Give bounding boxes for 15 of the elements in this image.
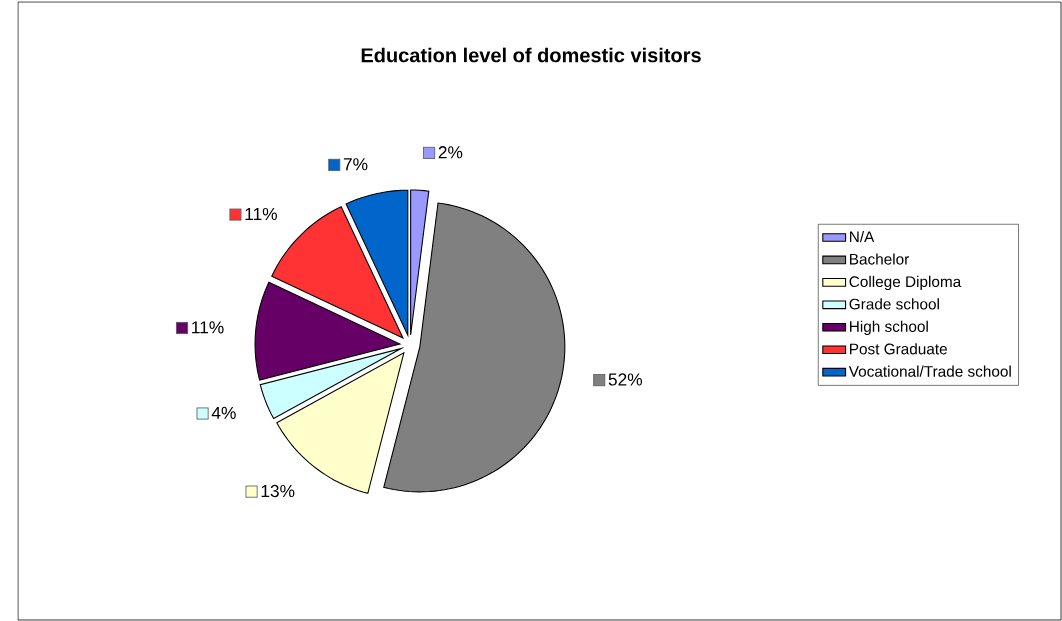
legend-label: College Diploma <box>849 275 962 291</box>
legend-label: Grade school <box>849 298 939 310</box>
data-label: 11% <box>245 207 277 221</box>
data-label: 4% <box>211 406 236 419</box>
legend-label: High school <box>850 320 928 335</box>
legend-label: Vocational/Trade school <box>848 365 1011 377</box>
chart-title: Education level of domestic visitors <box>361 47 701 63</box>
data-label: 13% <box>261 484 295 498</box>
legend-label: Post Graduate <box>850 343 947 355</box>
data-label: 11% <box>192 321 224 334</box>
legend-label: Bachelor <box>850 253 910 265</box>
data-label: 2% <box>438 146 463 159</box>
legend-label: N/A <box>850 230 875 243</box>
data-label: 52% <box>608 373 643 386</box>
data-label: 7% <box>343 158 368 171</box>
